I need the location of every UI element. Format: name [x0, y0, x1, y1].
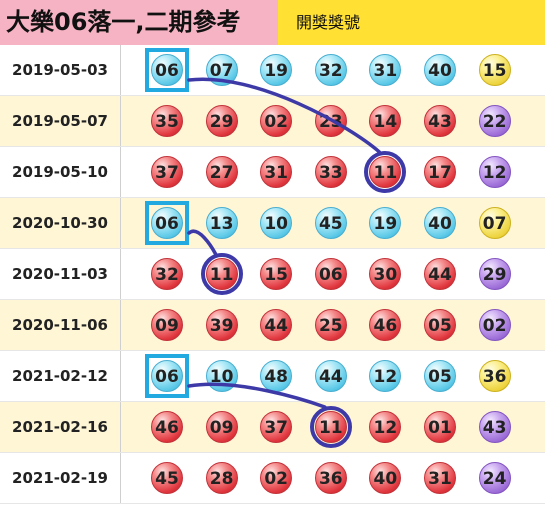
number-ball: 09 — [151, 309, 183, 341]
draw-row: 2019-05-10 37 27 31 33 11 17 12 — [0, 147, 545, 198]
highlight-square — [145, 354, 189, 398]
number-ball: 45 — [151, 462, 183, 494]
number-ball: 44 — [424, 258, 456, 290]
number-ball: 05 — [424, 309, 456, 341]
number-ball: 06 — [151, 54, 183, 86]
special-number-ball: 02 — [478, 309, 511, 341]
draw-date: 2019-05-07 — [0, 96, 121, 146]
highlight-square — [145, 201, 189, 245]
number-ball: 19 — [369, 207, 402, 239]
special-number-ball: 07 — [478, 207, 511, 239]
special-number-ball: 43 — [478, 411, 511, 443]
draw-date: 2020-11-06 — [0, 300, 121, 350]
draw-row: 2021-02-12 06 10 48 44 12 05 36 — [0, 351, 545, 402]
number-ball: 45 — [314, 207, 347, 239]
number-ball: 07 — [205, 54, 238, 86]
header-bar: 大樂06落一,二期參考 開獎獎號 — [0, 0, 545, 45]
draw-date: 2019-05-03 — [0, 45, 121, 95]
number-ball: 01 — [424, 411, 456, 443]
highlight-circle — [364, 151, 407, 193]
number-ball: 44 — [260, 309, 293, 341]
special-number-ball: 24 — [478, 462, 511, 494]
number-ball: 15 — [260, 258, 293, 290]
header-subtitle: 開獎獎號 — [296, 13, 361, 32]
number-ball: 09 — [205, 411, 238, 443]
number-ball: 06 — [151, 207, 183, 239]
draw-row: 2020-10-30 06 13 10 45 19 40 07 — [0, 198, 545, 249]
number-ball: 02 — [260, 105, 293, 137]
number-ball: 06 — [314, 258, 347, 290]
number-ball: 39 — [205, 309, 238, 341]
number-ball: 28 — [205, 462, 238, 494]
page-title: 大樂06落一,二期參考 — [0, 0, 278, 45]
highlight-square — [145, 48, 189, 92]
number-ball: 17 — [424, 156, 456, 188]
number-ball: 40 — [369, 462, 402, 494]
draw-row: 2019-05-07 35 29 02 23 14 43 22 — [0, 96, 545, 147]
number-ball: 13 — [205, 207, 238, 239]
number-ball: 29 — [205, 105, 238, 137]
draw-row: 2019-05-03 06 07 19 32 31 40 15 — [0, 45, 545, 96]
number-ball: 46 — [151, 411, 183, 443]
number-ball: 31 — [424, 462, 456, 494]
number-ball: 25 — [314, 309, 347, 341]
draw-row: 2020-11-03 32 11 15 06 30 44 29 — [0, 249, 545, 300]
number-ball: 36 — [314, 462, 347, 494]
draw-date: 2019-05-10 — [0, 147, 121, 197]
draw-row: 2021-02-19 45 28 02 36 40 31 24 — [0, 453, 545, 504]
number-ball: 31 — [260, 156, 293, 188]
number-ball: 14 — [369, 105, 402, 137]
number-ball: 44 — [314, 360, 347, 392]
special-number-ball: 22 — [478, 105, 511, 137]
special-number-ball: 15 — [478, 54, 511, 86]
number-ball: 40 — [424, 207, 456, 239]
number-ball: 35 — [151, 105, 183, 137]
draw-date: 2020-11-03 — [0, 249, 121, 299]
number-ball: 27 — [205, 156, 238, 188]
number-ball: 12 — [369, 360, 402, 392]
number-ball: 46 — [369, 309, 402, 341]
number-ball: 48 — [260, 360, 293, 392]
draw-row: 2021-02-16 46 09 37 11 12 01 43 — [0, 402, 545, 453]
number-ball: 02 — [260, 462, 293, 494]
number-ball: 40 — [424, 54, 456, 86]
number-ball: 06 — [151, 360, 183, 392]
number-ball: 32 — [314, 54, 347, 86]
special-number-ball: 29 — [478, 258, 511, 290]
draw-date: 2020-10-30 — [0, 198, 121, 248]
special-number-ball: 36 — [478, 360, 511, 392]
number-ball: 10 — [260, 207, 293, 239]
number-ball: 19 — [260, 54, 293, 86]
number-ball: 23 — [314, 105, 347, 137]
highlight-circle — [309, 406, 352, 448]
number-ball: 32 — [151, 258, 183, 290]
special-number-ball: 12 — [478, 156, 511, 188]
number-ball: 31 — [369, 54, 402, 86]
number-ball: 33 — [314, 156, 347, 188]
draw-row: 2020-11-06 09 39 44 25 46 05 02 — [0, 300, 545, 351]
number-ball: 05 — [424, 360, 456, 392]
number-ball: 37 — [260, 411, 293, 443]
number-ball: 43 — [424, 105, 456, 137]
draw-date: 2021-02-19 — [0, 453, 121, 503]
draw-date: 2021-02-12 — [0, 351, 121, 401]
draw-date: 2021-02-16 — [0, 402, 121, 452]
number-ball: 30 — [369, 258, 402, 290]
number-ball: 10 — [205, 360, 238, 392]
number-ball: 12 — [369, 411, 402, 443]
number-ball: 37 — [151, 156, 183, 188]
highlight-circle — [200, 253, 243, 295]
